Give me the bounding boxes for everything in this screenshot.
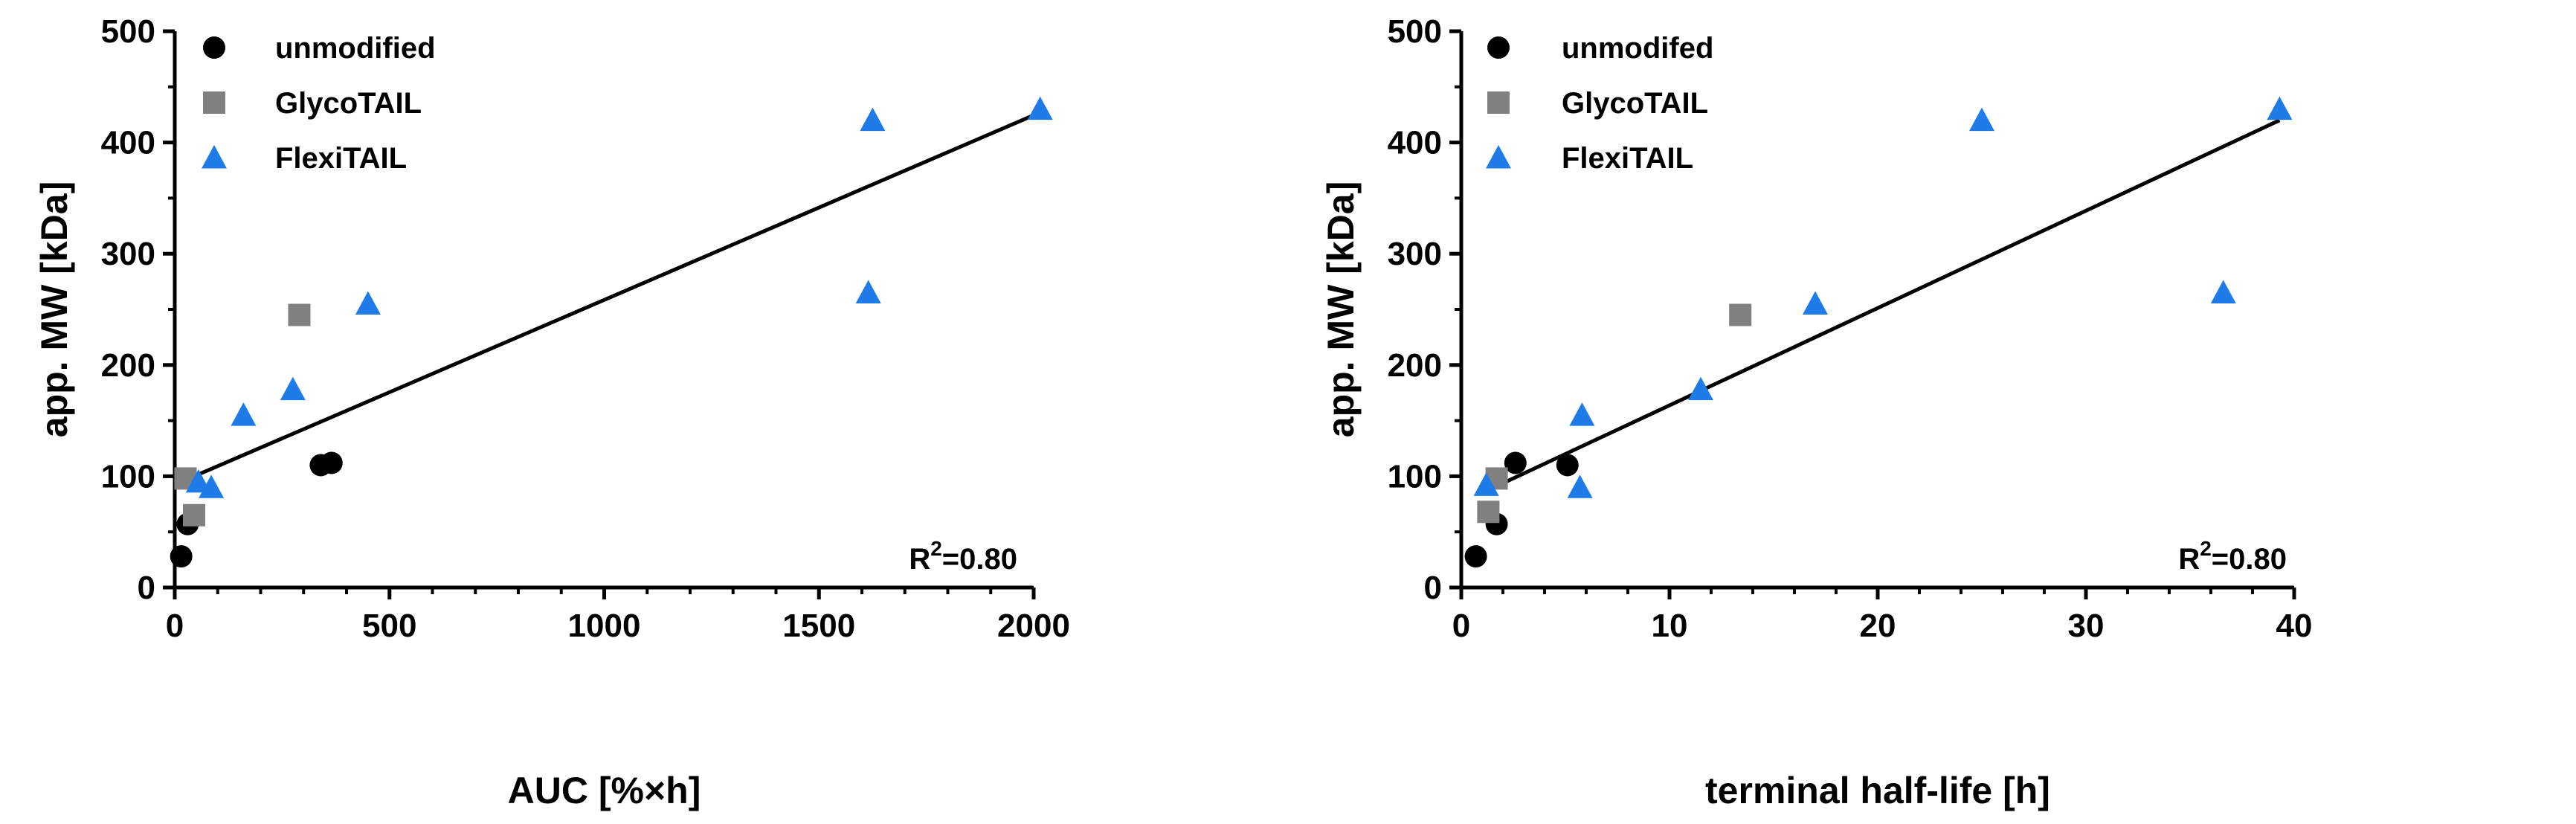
data-point-triangle bbox=[280, 376, 306, 401]
data-point-triangle bbox=[355, 291, 381, 315]
data-point-triangle bbox=[231, 402, 257, 426]
data-point-triangle bbox=[2267, 96, 2293, 120]
data-point-triangle bbox=[199, 474, 225, 498]
r-squared-label: R2=0.80 bbox=[2178, 537, 2287, 576]
data-point-square bbox=[1477, 500, 1500, 524]
legend-label: FlexiTAIL bbox=[1562, 142, 1693, 175]
x-tick-label: 30 bbox=[2068, 608, 2105, 644]
y-axis-title: app. MW [kDa] bbox=[33, 181, 75, 437]
data-point-square bbox=[288, 303, 311, 326]
data-point-circle bbox=[1504, 451, 1527, 474]
legend-label: FlexiTAIL bbox=[275, 142, 407, 175]
x-tick-label: 0 bbox=[1452, 608, 1470, 644]
y-tick-label: 500 bbox=[101, 13, 155, 50]
data-point-triangle bbox=[1803, 291, 1828, 315]
data-point-circle bbox=[170, 545, 193, 568]
y-tick-label: 300 bbox=[101, 236, 155, 272]
legend-marker-circle bbox=[1487, 36, 1510, 59]
data-point-square bbox=[182, 503, 205, 527]
y-tick-label: 500 bbox=[1388, 13, 1442, 50]
x-tick-label: 20 bbox=[1860, 608, 1896, 644]
legend-label: GlycoTAIL bbox=[1562, 87, 1708, 120]
data-point-triangle bbox=[1473, 472, 1499, 496]
chart-panel-half-life: 0 100 200 300 400 500 0 10 20 30 40 terminal half-l… bbox=[1320, 13, 2312, 811]
r-squared-label: R2=0.80 bbox=[909, 537, 1017, 576]
data-point-triangle bbox=[1688, 376, 1713, 401]
data-point-triangle bbox=[185, 469, 211, 493]
y-tick-label: 100 bbox=[1388, 458, 1442, 495]
x-tick-label: 40 bbox=[2276, 608, 2313, 644]
data-point-circle bbox=[1556, 454, 1579, 477]
data-point-triangle bbox=[2210, 280, 2236, 304]
legend-marker-circle bbox=[203, 36, 225, 59]
data-point-triangle bbox=[1569, 402, 1595, 426]
x-axis-title: terminal half-life [h] bbox=[1705, 770, 2050, 811]
legend-label: GlycoTAIL bbox=[275, 87, 422, 120]
legend-label: unmodifed bbox=[1562, 32, 1713, 65]
data-point-triangle bbox=[860, 107, 886, 132]
x-tick-label: 1000 bbox=[568, 608, 641, 644]
y-tick-label: 400 bbox=[101, 125, 155, 161]
x-tick-label: 500 bbox=[362, 608, 416, 644]
y-tick-label: 200 bbox=[1388, 347, 1442, 384]
chart-panel-auc: 0 100 200 300 400 500 0 500 1000 1500 2000 AUC [%×h… bbox=[33, 13, 1070, 811]
data-point-circle bbox=[1464, 545, 1487, 568]
legend-marker-triangle bbox=[1486, 145, 1511, 169]
legend-label: unmodified bbox=[275, 32, 436, 65]
y-tick-label: 0 bbox=[1424, 570, 1442, 606]
data-point-triangle bbox=[1027, 96, 1053, 120]
regression-line bbox=[180, 110, 1041, 484]
data-point-square bbox=[1729, 303, 1752, 326]
x-tick-label: 1500 bbox=[782, 608, 855, 644]
legend-marker-triangle bbox=[202, 145, 227, 169]
data-point-triangle bbox=[1969, 107, 1994, 132]
x-tick-label: 0 bbox=[166, 608, 184, 644]
y-tick-label: 400 bbox=[1388, 125, 1442, 161]
x-tick-label: 10 bbox=[1652, 608, 1688, 644]
data-point-circle bbox=[320, 451, 343, 474]
x-axis-title: AUC [%×h] bbox=[508, 770, 701, 811]
y-tick-label: 100 bbox=[101, 458, 155, 495]
y-tick-label: 200 bbox=[101, 347, 155, 384]
data-point-triangle bbox=[1567, 474, 1593, 498]
data-point-triangle bbox=[855, 280, 881, 304]
y-tick-label: 0 bbox=[138, 570, 155, 606]
legend-marker-square bbox=[203, 91, 225, 114]
y-tick-label: 300 bbox=[1388, 236, 1442, 272]
regression-line bbox=[1481, 118, 2281, 495]
legend-marker-square bbox=[1487, 91, 1510, 114]
y-axis-title: app. MW [kDa] bbox=[1320, 181, 1362, 437]
x-tick-label: 2000 bbox=[997, 608, 1070, 644]
